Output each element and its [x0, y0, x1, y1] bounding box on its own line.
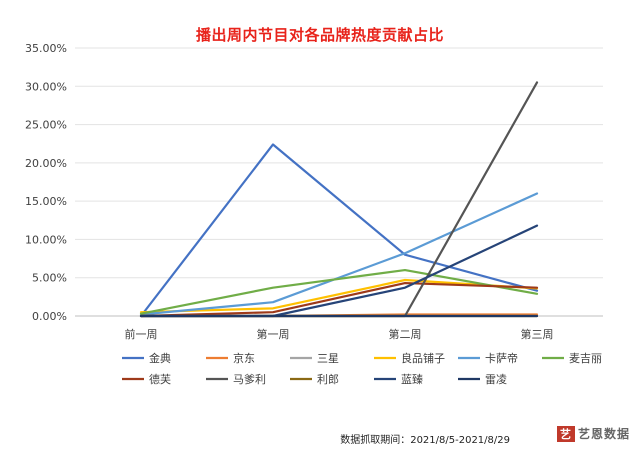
legend-label: 麦吉丽 [569, 352, 602, 365]
legend-item: 金典 [122, 351, 171, 365]
legend-label: 利郎 [317, 372, 339, 386]
series-line-5 [139, 192, 539, 316]
x-tick-label: 第二周 [389, 327, 422, 341]
legend-label: 蓝臻 [401, 372, 423, 386]
series-line-4 [139, 278, 539, 314]
y-tick-label: 30.00% [25, 80, 67, 93]
legend-item: 良品铺子 [374, 351, 445, 365]
source-note: 数据抓取期间：2021/8/5-2021/8/29 [340, 435, 510, 446]
chart-title: 播出周内节目对各品牌热度贡献占比 [195, 26, 444, 44]
logo-icon: 艺 [556, 426, 575, 442]
y-tick-label: 25.00% [25, 119, 67, 132]
legend-item: 德芙 [122, 372, 171, 386]
legend-label: 马爹利 [233, 372, 266, 386]
y-tick-label: 10.00% [25, 233, 67, 246]
legend-item: 蓝臻 [374, 372, 423, 386]
legend-label: 德芙 [149, 372, 171, 386]
legend-item: 利郎 [290, 372, 339, 386]
x-tick-label: 第三周 [521, 327, 554, 341]
legend-item: 京东 [206, 351, 255, 365]
legend-item: 雷凌 [458, 372, 507, 386]
x-tick-label: 前一周 [125, 327, 158, 341]
legend-label: 金典 [149, 351, 171, 365]
axis-layer: 0.00% 5.00% 10.00% 15.00% 20.00% 25.00% 30.00%… [25, 42, 553, 341]
legend-item: 三星 [290, 352, 339, 365]
grid-layer [75, 47, 603, 317]
y-tick-label: 0.00% [32, 310, 67, 323]
legend-label: 三星 [317, 352, 339, 365]
legend-item: 马爹利 [206, 372, 266, 386]
brand-watermark: 艺艺恩数据 [556, 425, 630, 442]
legend-item: 卡萨帝 [458, 351, 518, 365]
series-line-7 [139, 281, 539, 318]
y-tick-label: 35.00% [25, 42, 67, 55]
watermark-text: 艺恩数据 [577, 427, 630, 441]
y-tick-label: 20.00% [25, 157, 67, 170]
legend-label: 京东 [233, 351, 255, 365]
legend-item: 麦吉丽 [542, 352, 602, 365]
series-line-6 [139, 268, 539, 315]
legend-label: 雷凌 [485, 372, 507, 386]
series-line-1 [139, 143, 539, 318]
y-tick-label: 15.00% [25, 195, 67, 208]
x-tick-label: 第一周 [257, 327, 290, 341]
y-tick-label: 5.00% [32, 272, 67, 285]
legend-label: 良品铺子 [401, 351, 445, 365]
legend-label: 卡萨帝 [485, 351, 518, 365]
series-layer [139, 81, 539, 318]
